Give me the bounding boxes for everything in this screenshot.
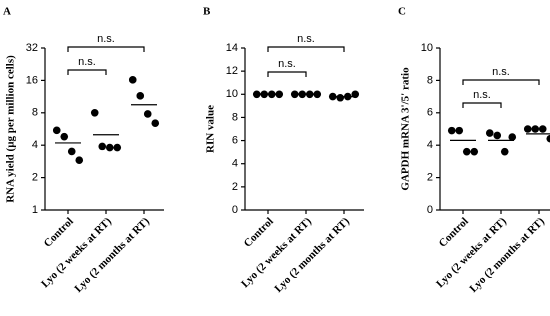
data-dot: [113, 143, 122, 152]
significance-bracket: [462, 102, 502, 108]
data-dot: [67, 147, 76, 156]
y-tick-label: 6: [427, 107, 433, 119]
data-dot: [136, 92, 145, 100]
data-dot: [52, 126, 61, 135]
y-axis-label: RIN value: [205, 105, 217, 153]
y-axis-label: GAPDH mRNA 3'/5' ratio: [400, 67, 412, 191]
data-dot: [105, 143, 114, 152]
data-dot: [75, 156, 84, 165]
data-dot: [90, 109, 99, 117]
significance-bracket: [67, 46, 145, 52]
data-dot: [143, 110, 152, 118]
data-dot: [98, 142, 107, 151]
significance-bracket: [462, 79, 540, 85]
significance-bracket: [67, 69, 107, 75]
y-tick-label: 2: [32, 172, 38, 184]
y-tick-label: 0: [427, 204, 433, 216]
panel-label: B: [203, 6, 211, 18]
x-tick-label: Lyo (2 weeks at RT): [434, 215, 509, 290]
data-dot: [336, 93, 345, 102]
y-tick-label: 10: [226, 88, 238, 100]
y-tick-label: 10: [421, 42, 433, 54]
data-dot: [447, 126, 456, 135]
y-tick-label: 16: [26, 74, 38, 86]
x-tick-label: Control: [42, 215, 76, 249]
significance-label: n.s.: [97, 33, 115, 45]
data-dot: [493, 131, 502, 140]
significance-label: n.s.: [473, 89, 491, 101]
y-tick-label: 4: [427, 139, 433, 151]
y-tick-label: 14: [226, 42, 238, 54]
y-tick-label: 32: [26, 42, 38, 54]
y-tick-label: 8: [232, 111, 238, 123]
data-dot: [462, 147, 471, 156]
data-dot: [485, 129, 494, 137]
x-tick-label: Lyo (2 months at RT): [272, 215, 352, 295]
x-tick-label: Lyo (2 weeks at RT): [239, 215, 314, 290]
data-dot: [523, 125, 532, 133]
data-dot: [470, 147, 479, 156]
y-tick-label: 8: [32, 107, 38, 119]
significance-label: n.s.: [78, 56, 96, 68]
data-dot: [538, 125, 547, 133]
y-tick-label: 4: [232, 158, 238, 170]
panel-label: A: [3, 6, 11, 18]
data-dot: [500, 147, 509, 156]
data-dot: [508, 133, 517, 141]
data-dot: [531, 125, 540, 133]
data-dot: [151, 119, 160, 128]
data-dot: [546, 134, 550, 143]
x-tick-label: Lyo (2 months at RT): [72, 215, 152, 295]
y-tick-label: 4: [32, 139, 38, 151]
significance-label: n.s.: [297, 33, 315, 45]
y-tick-label: 8: [427, 74, 433, 86]
y-tick-label: 1: [32, 204, 38, 216]
y-tick-label: 0: [232, 204, 238, 216]
x-tick-label: Control: [437, 215, 471, 249]
y-tick-label: 12: [226, 65, 238, 77]
data-dot: [128, 76, 137, 84]
x-tick-label: Lyo (2 months at RT): [467, 215, 547, 295]
data-dot: [60, 132, 69, 141]
data-dot: [455, 126, 464, 135]
y-axis-label: RNA yield (µg per million cells): [5, 55, 17, 203]
significance-label: n.s.: [492, 66, 510, 78]
x-tick-label: Lyo (2 weeks at RT): [39, 215, 114, 290]
y-tick-label: 2: [427, 172, 433, 184]
significance-bracket: [267, 71, 307, 77]
significance-bracket: [267, 46, 345, 52]
y-tick-label: 2: [232, 181, 238, 193]
y-tick-label: 6: [232, 134, 238, 146]
panel-label: C: [398, 6, 406, 18]
significance-label: n.s.: [278, 58, 296, 70]
x-tick-label: Control: [242, 215, 276, 249]
